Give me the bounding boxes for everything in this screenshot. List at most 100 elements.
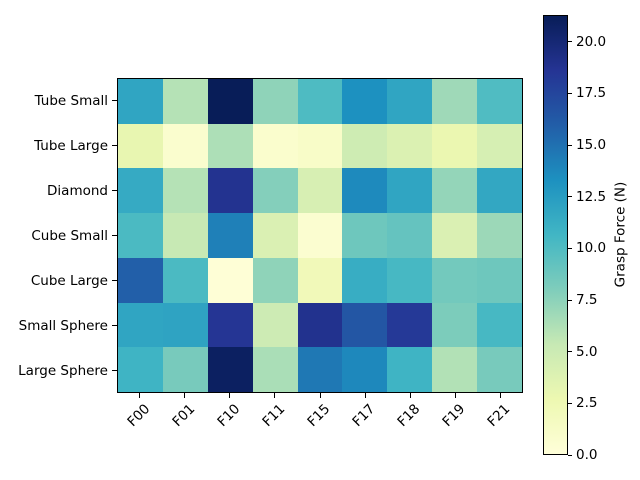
colorbar-tick-label-20-0: 20.0 bbox=[576, 33, 607, 50]
colorbar-tick-mark bbox=[568, 299, 572, 301]
heatmap-cell-tube-small-f15 bbox=[297, 79, 343, 124]
heatmap-cell-large-sphere-f00 bbox=[118, 347, 163, 392]
heatmap-cell-tube-large-f19 bbox=[432, 123, 478, 169]
heatmap-cell-large-sphere-f21 bbox=[477, 347, 522, 392]
xtick-mark bbox=[229, 393, 231, 398]
heatmap-cell-small-sphere-f15 bbox=[297, 302, 343, 348]
ytick-mark bbox=[112, 190, 117, 191]
heatmap-cell-cube-large-f10 bbox=[207, 257, 253, 303]
heatmap-cell-cube-small-f00 bbox=[118, 213, 163, 258]
xtick-mark bbox=[409, 393, 411, 398]
heatmap-cell-tube-large-f21 bbox=[477, 123, 522, 169]
heatmap-cell-small-sphere-f10 bbox=[207, 302, 253, 348]
xtick-label-f00: F00 bbox=[123, 401, 153, 430]
colorbar-tick-label-10-0: 10.0 bbox=[576, 240, 607, 257]
heatmap-cell-large-sphere-f17 bbox=[342, 347, 388, 392]
heatmap-cell-diamond-f10 bbox=[207, 168, 253, 214]
xtick-label-f19: F19 bbox=[439, 401, 469, 430]
heatmap-cell-small-sphere-f21 bbox=[477, 302, 522, 348]
ytick-label-cube-small: Cube Small bbox=[31, 227, 108, 244]
ytick-mark bbox=[112, 370, 117, 371]
heatmap-cell-cube-large-f11 bbox=[252, 257, 298, 303]
heatmap-cell-diamond-f11 bbox=[252, 168, 298, 214]
heatmap-cell-small-sphere-f18 bbox=[387, 302, 433, 348]
heatmap-cell-cube-large-f19 bbox=[432, 257, 478, 303]
heatmap-cell-diamond-f15 bbox=[297, 168, 343, 214]
heatmap-cell-cube-large-f17 bbox=[342, 257, 388, 303]
heatmap-cell-tube-large-f11 bbox=[252, 123, 298, 169]
heatmap-cell-small-sphere-f17 bbox=[342, 302, 388, 348]
ytick-label-tube-large: Tube Large bbox=[34, 137, 108, 154]
heatmap-cell-large-sphere-f10 bbox=[207, 347, 253, 392]
xtick-mark bbox=[274, 393, 276, 398]
heatmap-cell-cube-small-f15 bbox=[297, 213, 343, 258]
heatmap-cell-cube-small-f01 bbox=[162, 213, 208, 258]
heatmap-cell-tube-small-f18 bbox=[387, 79, 433, 124]
heatmap-cell-tube-large-f00 bbox=[118, 123, 163, 169]
colorbar-tick-label-17-5: 17.5 bbox=[576, 85, 607, 102]
heatmap-cell-diamond-f00 bbox=[118, 168, 163, 214]
heatmap-cell-large-sphere-f18 bbox=[387, 347, 433, 392]
ytick-label-cube-large: Cube Large bbox=[30, 272, 108, 289]
colorbar-tick-label-7-5: 7.5 bbox=[576, 292, 598, 309]
heatmap-cell-tube-large-f10 bbox=[207, 123, 253, 169]
heatmap-cell-tube-small-f21 bbox=[477, 79, 522, 124]
heatmap-cell-small-sphere-f00 bbox=[118, 302, 163, 348]
heatmap-cell-small-sphere-f19 bbox=[432, 302, 478, 348]
xtick-label-f10: F10 bbox=[214, 401, 244, 430]
heatmap-cell-cube-small-f11 bbox=[252, 213, 298, 258]
heatmap-cell-cube-small-f19 bbox=[432, 213, 478, 258]
xtick-mark bbox=[319, 393, 321, 398]
heatmap-cell-large-sphere-f15 bbox=[297, 347, 343, 392]
heatmap-cell-cube-large-f15 bbox=[297, 257, 343, 303]
heatmap-cell-cube-small-f17 bbox=[342, 213, 388, 258]
ytick-label-large-sphere: Large Sphere bbox=[18, 362, 108, 379]
xtick-label-f17: F17 bbox=[349, 401, 379, 430]
heatmap-cell-tube-small-f17 bbox=[342, 79, 388, 124]
colorbar-tick-mark bbox=[568, 92, 572, 94]
ytick-mark bbox=[112, 280, 117, 281]
heatmap-cell-diamond-f18 bbox=[387, 168, 433, 214]
colorbar-tick-mark bbox=[568, 41, 572, 43]
heatmap-cell-diamond-f21 bbox=[477, 168, 522, 214]
heatmap-cell-small-sphere-f01 bbox=[162, 302, 208, 348]
colorbar-tick-label-0-0: 0.0 bbox=[576, 447, 598, 463]
colorbar-tick-label-12-5: 12.5 bbox=[576, 188, 607, 205]
heatmap-plot bbox=[117, 78, 523, 393]
heatmap-cell-diamond-f01 bbox=[162, 168, 208, 214]
heatmap-cell-cube-small-f10 bbox=[207, 213, 253, 258]
heatmap-cell-tube-small-f19 bbox=[432, 79, 478, 124]
colorbar-tick-label-2-5: 2.5 bbox=[576, 395, 598, 412]
ytick-mark bbox=[112, 235, 117, 236]
colorbar-label: Grasp Force (N) bbox=[612, 181, 629, 288]
heatmap-cell-diamond-f19 bbox=[432, 168, 478, 214]
heatmap-cell-cube-small-f21 bbox=[477, 213, 522, 258]
xtick-label-f21: F21 bbox=[484, 401, 514, 430]
heatmap-cell-large-sphere-f01 bbox=[162, 347, 208, 392]
heatmap-cell-diamond-f17 bbox=[342, 168, 388, 214]
xtick-label-f15: F15 bbox=[304, 401, 334, 430]
heatmap-cell-tube-large-f18 bbox=[387, 123, 433, 169]
xtick-mark bbox=[139, 393, 141, 398]
heatmap-cell-tube-large-f01 bbox=[162, 123, 208, 169]
xtick-label-f11: F11 bbox=[259, 401, 289, 430]
heatmap-cell-tube-small-f10 bbox=[207, 79, 253, 124]
colorbar-tick-mark bbox=[568, 402, 572, 404]
ytick-mark bbox=[112, 325, 117, 326]
colorbar-tick-mark bbox=[568, 247, 572, 249]
heatmap-cell-cube-large-f18 bbox=[387, 257, 433, 303]
xtick-mark bbox=[499, 393, 501, 398]
heatmap-cell-cube-large-f00 bbox=[118, 257, 163, 303]
colorbar-tick-mark bbox=[568, 454, 572, 456]
xtick-mark bbox=[364, 393, 366, 398]
xtick-label-f18: F18 bbox=[394, 401, 424, 430]
ytick-label-small-sphere: Small Sphere bbox=[18, 317, 108, 334]
ytick-label-diamond: Diamond bbox=[47, 182, 108, 199]
colorbar bbox=[543, 15, 568, 455]
heatmap-cell-tube-small-f01 bbox=[162, 79, 208, 124]
heatmap-cell-large-sphere-f11 bbox=[252, 347, 298, 392]
heatmap-cell-small-sphere-f11 bbox=[252, 302, 298, 348]
heatmap-cell-tube-large-f17 bbox=[342, 123, 388, 169]
colorbar-tick-label-5-0: 5.0 bbox=[576, 343, 598, 360]
